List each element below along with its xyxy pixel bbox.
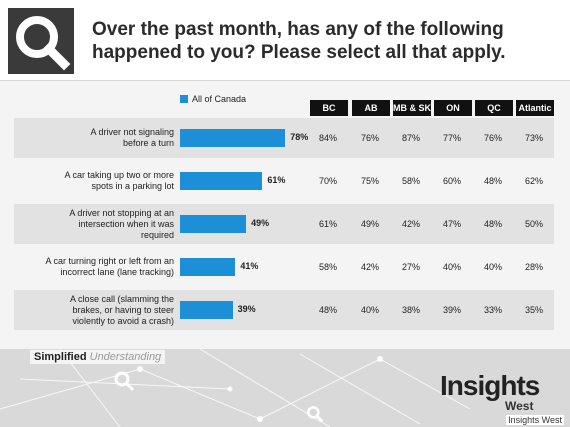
- region-value: 42%: [401, 219, 420, 229]
- region-value: 76%: [360, 133, 379, 143]
- region-value: 48%: [318, 305, 337, 315]
- region-value: 33%: [483, 305, 502, 315]
- column-header-ab: AB: [352, 100, 390, 116]
- data-label: 49%: [251, 218, 270, 228]
- region-value: 58%: [401, 176, 420, 186]
- region-value: 76%: [483, 133, 502, 143]
- row-band: [14, 204, 554, 244]
- footer-search-icon: [305, 404, 325, 427]
- category-label: A driver not stopping at an intersection …: [69, 207, 174, 240]
- region-value: 58%: [318, 262, 337, 272]
- region-value: 38%: [401, 305, 420, 315]
- region-value: 77%: [442, 133, 461, 143]
- bar-all-of-canada: [180, 301, 233, 319]
- bar-all-of-canada: [180, 129, 286, 147]
- region-value: 39%: [442, 305, 461, 315]
- region-value: 70%: [318, 176, 337, 186]
- region-value: 84%: [318, 133, 337, 143]
- category-label: A car turning right or left from an incor…: [45, 256, 174, 277]
- region-value: 28%: [524, 262, 543, 272]
- data-label: 39%: [237, 304, 256, 314]
- region-value: 40%: [360, 305, 379, 315]
- region-value: 49%: [360, 219, 379, 229]
- tagline-bold: Simplified: [34, 351, 87, 363]
- image-credit: Insights West: [506, 415, 564, 425]
- region-value: 60%: [442, 176, 461, 186]
- column-header-bc: BC: [310, 100, 348, 116]
- category-label: A car taking up two or more spots in a pa…: [64, 170, 174, 191]
- region-value: 42%: [360, 262, 379, 272]
- bar-all-of-canada: [180, 258, 236, 276]
- tagline: Simplified Understanding: [30, 350, 166, 364]
- region-value: 73%: [524, 133, 543, 143]
- region-value: 48%: [483, 219, 502, 229]
- region-value: 27%: [401, 262, 420, 272]
- column-header-qc: QC: [475, 100, 513, 116]
- region-value: 40%: [442, 262, 461, 272]
- legend: All of Canada: [180, 94, 246, 104]
- question-title: Over the past month, has any of the foll…: [92, 19, 506, 63]
- region-value: 75%: [360, 176, 379, 186]
- column-header-mb-sk: MB & SK: [393, 100, 431, 116]
- region-value: 50%: [524, 219, 543, 229]
- legend-label: All of Canada: [192, 94, 247, 104]
- region-value: 40%: [483, 262, 502, 272]
- magnifier-q-icon: [8, 8, 74, 74]
- region-value: 62%: [524, 176, 543, 186]
- brand-logo-text: Insights: [440, 370, 540, 401]
- data-label: 78%: [290, 132, 309, 142]
- data-label: 61%: [267, 175, 286, 185]
- data-label: 41%: [240, 261, 259, 271]
- region-value: 35%: [524, 305, 543, 315]
- column-header-atlantic: Atlantic: [516, 100, 554, 116]
- category-label: A close call (slamming the brakes, or hav…: [69, 293, 174, 326]
- bar-all-of-canada: [180, 215, 247, 233]
- column-header-on: ON: [434, 100, 472, 116]
- legend-swatch: [180, 95, 188, 103]
- header: Over the past month, has any of the foll…: [0, 0, 570, 81]
- region-value: 47%: [442, 219, 461, 229]
- bar-all-of-canada: [180, 172, 263, 190]
- region-value: 61%: [318, 219, 337, 229]
- region-value: 87%: [401, 133, 420, 143]
- tagline-light: Understanding: [89, 351, 162, 363]
- category-label: A driver not signaling before a turn: [90, 127, 174, 148]
- brand-logo-subtext: West: [505, 399, 534, 413]
- footer-search-icon: [112, 369, 136, 398]
- region-value: 48%: [483, 176, 502, 186]
- row-band: [14, 290, 554, 330]
